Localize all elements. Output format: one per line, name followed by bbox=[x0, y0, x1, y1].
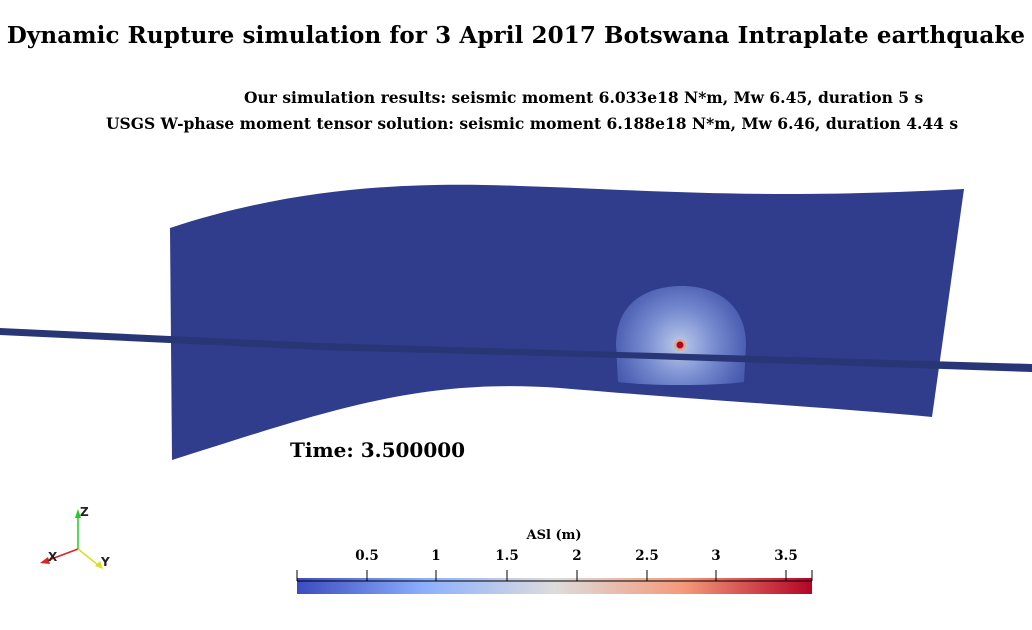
colorbar-tick-label: 3.5 bbox=[774, 548, 798, 564]
x-axis-line bbox=[45, 548, 79, 562]
colorbar-tick-label: 3 bbox=[711, 548, 721, 564]
time-label: Time: bbox=[290, 438, 354, 462]
y-axis-line bbox=[77, 548, 99, 566]
page-title: Dynamic Rupture simulation for 3 April 2… bbox=[6, 22, 1026, 49]
y-axis-arrow bbox=[95, 561, 103, 569]
colorbar-tick-label: 2.5 bbox=[635, 548, 659, 564]
z-axis-arrow bbox=[75, 509, 81, 518]
orientation-axes bbox=[40, 509, 103, 569]
fault-plane bbox=[170, 184, 964, 460]
colorbar-title: ASl (m) bbox=[526, 528, 582, 543]
simulation-results-text: Our simulation results: seismic moment 6… bbox=[244, 88, 924, 107]
colorbar bbox=[297, 578, 812, 594]
usgs-solution-text: USGS W-phase moment tensor solution: sei… bbox=[106, 114, 959, 133]
time-value: 3.500000 bbox=[360, 438, 466, 462]
time-readout: Time: 3.500000 bbox=[290, 438, 465, 462]
colorbar-tick-label: 1 bbox=[431, 548, 441, 564]
colorbar-tick-label: 2 bbox=[572, 548, 582, 564]
colorbar-tick-label: 0.5 bbox=[355, 548, 379, 564]
surface-horizon bbox=[0, 328, 1032, 372]
colorbar-ticks bbox=[296, 570, 813, 581]
z-axis-label: Z bbox=[80, 505, 89, 519]
colorbar-tick-label: 1.5 bbox=[495, 548, 519, 564]
x-axis-label: X bbox=[48, 550, 58, 564]
hypocenter-core bbox=[676, 341, 684, 349]
x-axis-arrow bbox=[40, 557, 50, 564]
y-axis-label: Y bbox=[101, 555, 110, 569]
slip-patch bbox=[616, 286, 746, 385]
